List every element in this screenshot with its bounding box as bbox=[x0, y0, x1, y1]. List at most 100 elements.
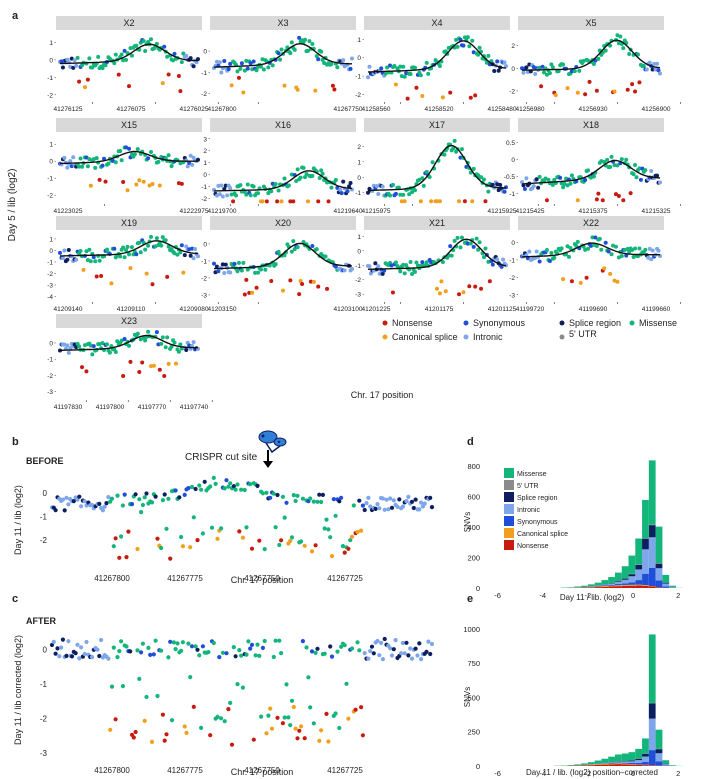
point-nonsense bbox=[457, 292, 462, 297]
facet-x18: X18 0.5 0 -0.5 -1 41215425 41215375 41215325 bbox=[504, 118, 681, 215]
point-splice-region bbox=[64, 653, 69, 659]
point-missense bbox=[179, 648, 184, 654]
point-synonymous bbox=[583, 177, 588, 182]
point-missense bbox=[143, 247, 148, 252]
point-missense bbox=[335, 649, 340, 654]
facet-x3: X3 0 -1 -2 41267800 41267750 bbox=[201, 16, 385, 113]
facet-strip bbox=[364, 216, 510, 230]
x-tick-label: -6 bbox=[494, 769, 501, 778]
point-missense bbox=[134, 43, 139, 48]
point-canonical-splice bbox=[88, 183, 93, 188]
point-missense bbox=[566, 254, 571, 259]
legend-d-item-nonsense: Nonsense bbox=[517, 543, 549, 550]
x-tick-label: 41267750 bbox=[244, 766, 280, 775]
point-missense bbox=[320, 171, 325, 176]
point-missense bbox=[591, 61, 596, 66]
point-intronic bbox=[650, 248, 655, 253]
y-tick-label: -3 bbox=[509, 292, 515, 299]
x-tick-label: 41223025 bbox=[54, 208, 83, 215]
facet-strip bbox=[56, 216, 202, 230]
bar-canonical-splice bbox=[628, 764, 636, 765]
point-intronic bbox=[184, 53, 189, 58]
point-intronic bbox=[217, 192, 222, 197]
point-intronic bbox=[368, 504, 373, 509]
bar-intronic bbox=[628, 576, 636, 583]
point-missense bbox=[310, 173, 315, 178]
point-nonsense bbox=[137, 369, 142, 374]
b-cut-site-annotation: CRISPR cut site bbox=[185, 452, 258, 463]
legend-a-item-intronic: Intronic bbox=[473, 332, 503, 342]
point-missense bbox=[197, 483, 202, 488]
point-missense bbox=[577, 68, 582, 73]
point-missense bbox=[624, 157, 629, 162]
point-synonymous bbox=[335, 185, 340, 190]
point-missense bbox=[119, 639, 124, 644]
x-tick-label: 41267800 bbox=[94, 766, 130, 775]
point-synonymous bbox=[146, 156, 151, 161]
e-y-axis-title: SNVs bbox=[463, 687, 472, 707]
point-missense bbox=[236, 260, 241, 265]
point-missense bbox=[627, 249, 632, 254]
point-splice-region bbox=[417, 641, 422, 646]
y-tick-label: 0 bbox=[49, 57, 53, 64]
point-intronic bbox=[377, 506, 382, 511]
point-nonsense bbox=[116, 72, 121, 77]
point-splice-region bbox=[315, 646, 320, 651]
bar-intronic bbox=[621, 761, 629, 763]
point-intronic bbox=[77, 656, 82, 661]
point-missense bbox=[222, 486, 227, 491]
point-synonymous bbox=[388, 63, 393, 68]
bar-intronic bbox=[635, 760, 643, 763]
y-tick-label: -2 bbox=[201, 91, 207, 98]
point-missense bbox=[239, 268, 244, 273]
point-nonsense bbox=[584, 275, 589, 280]
facet-strip bbox=[56, 118, 202, 132]
point-intronic bbox=[75, 642, 80, 647]
bar-splice-region bbox=[655, 563, 663, 569]
point-synonymous bbox=[154, 330, 159, 335]
bar-intronic bbox=[648, 537, 656, 568]
y-tick-label: -1 bbox=[47, 75, 53, 82]
point-missense bbox=[266, 713, 271, 718]
point-splice-region bbox=[255, 483, 260, 488]
bar-intronic bbox=[669, 587, 676, 588]
point-nonsense bbox=[103, 179, 108, 184]
point-missense bbox=[242, 68, 247, 73]
point-missense bbox=[262, 547, 267, 552]
legend-a-item-canonical-splice: Canonical splice bbox=[392, 332, 458, 342]
point-missense bbox=[245, 182, 250, 187]
point-missense bbox=[401, 64, 406, 69]
trend-line bbox=[60, 334, 199, 351]
legend-d-swatch-splice-region bbox=[504, 492, 514, 502]
point-intronic bbox=[429, 641, 435, 647]
x-tick-label: -2 bbox=[585, 591, 592, 600]
x-tick-label: 41209080 bbox=[180, 306, 209, 313]
point-nonsense bbox=[616, 193, 621, 198]
point-missense bbox=[631, 172, 636, 177]
point-canonical-splice bbox=[437, 199, 442, 204]
point-missense bbox=[246, 639, 251, 644]
point-missense bbox=[256, 270, 261, 275]
point-intronic bbox=[422, 501, 427, 506]
point-intronic bbox=[524, 176, 529, 181]
point-splice-region bbox=[188, 56, 193, 61]
point-missense bbox=[234, 193, 239, 198]
point-missense bbox=[311, 499, 316, 504]
point-missense bbox=[231, 645, 236, 650]
point-missense bbox=[307, 39, 312, 44]
point-splice-region bbox=[60, 637, 65, 642]
point-intronic bbox=[228, 186, 233, 191]
point-missense bbox=[303, 175, 308, 180]
bar-intronic bbox=[642, 549, 649, 574]
point-canonical-splice bbox=[282, 83, 287, 88]
point-nonsense bbox=[168, 556, 173, 561]
legend-a-swatch-synonymous bbox=[463, 320, 469, 326]
bar-missense bbox=[648, 460, 656, 525]
point-missense bbox=[208, 484, 213, 489]
point-intronic bbox=[380, 657, 385, 662]
point-intronic bbox=[68, 159, 73, 164]
point-synonymous bbox=[212, 261, 216, 266]
point-nonsense bbox=[594, 88, 599, 93]
point-synonymous bbox=[333, 264, 338, 269]
